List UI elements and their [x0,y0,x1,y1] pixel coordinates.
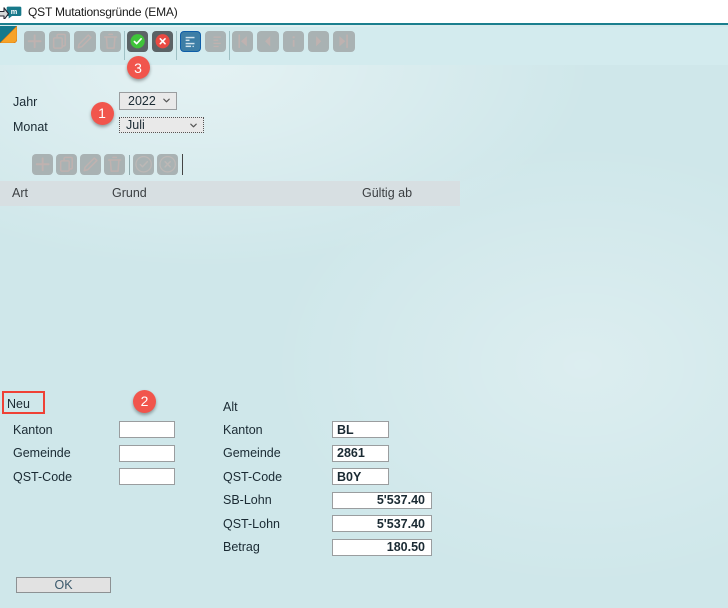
svg-text:m: m [11,7,18,16]
